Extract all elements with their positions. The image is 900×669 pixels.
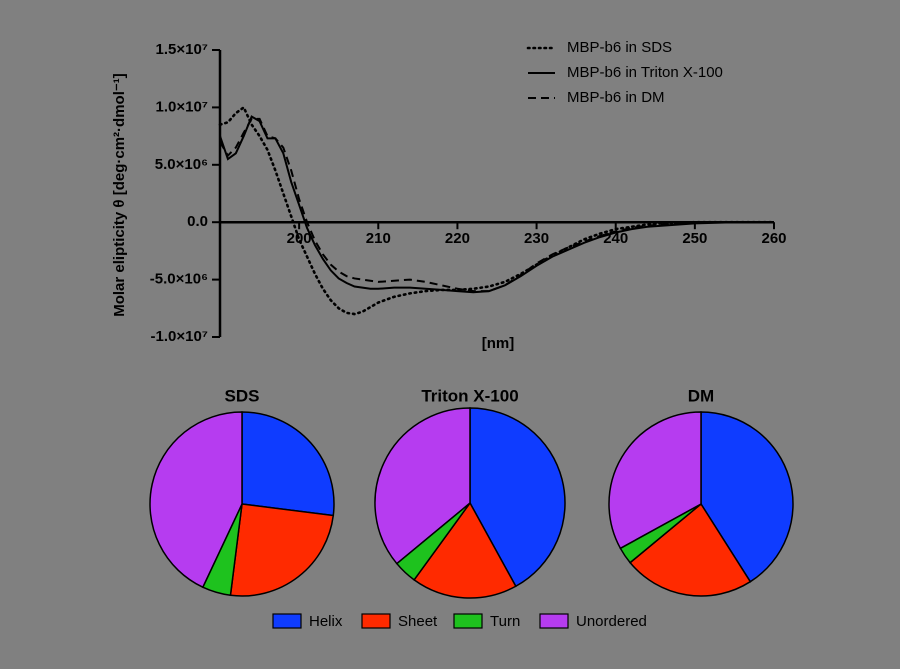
y-axis-label: Molar elipticity θ [deg·cm²·dmol⁻¹] [111,73,128,317]
legend-label: MBP-b6 in Triton X-100 [567,64,723,81]
y-tick-label: 1.5×10⁷ [156,41,209,58]
series-line [219,117,774,293]
legend-swatch [453,613,483,629]
y-tick-label: 0.0 [187,213,208,230]
pie-slice [241,411,335,517]
pie-slice [149,411,243,589]
x-axis-label: [nm] [482,335,515,352]
x-tick-label: 250 [682,230,707,247]
legend-label: Helix [309,613,343,630]
pie-title: SDS [225,386,260,405]
pie-slice [469,407,566,588]
x-tick-label: 230 [524,230,549,247]
pie-slice [629,502,752,597]
legend-label: MBP-b6 in SDS [567,39,672,56]
pie-slice [374,407,471,565]
pie-slice [229,503,335,597]
legend-swatch [539,613,569,629]
pie-slice [413,501,517,599]
x-tick-label: 220 [445,230,470,247]
series-line [218,105,776,316]
y-tick-label: -1.0×10⁷ [151,328,208,345]
legend-label: Turn [490,613,520,630]
legend-swatch [361,613,391,629]
legend-label: Unordered [576,613,647,630]
legend-label: Sheet [398,613,438,630]
pie-title: Triton X-100 [421,386,518,405]
x-tick-label: 260 [761,230,786,247]
legend-label: MBP-b6 in DM [567,89,665,106]
y-tick-label: 1.0×10⁷ [156,98,209,115]
y-tick-label: 5.0×10⁶ [155,156,208,173]
pie-slice [608,411,702,550]
x-tick-label: 210 [366,230,391,247]
y-tick-label: -5.0×10⁶ [150,271,208,288]
pie-title: DM [688,386,714,405]
legend-swatch [272,613,302,629]
